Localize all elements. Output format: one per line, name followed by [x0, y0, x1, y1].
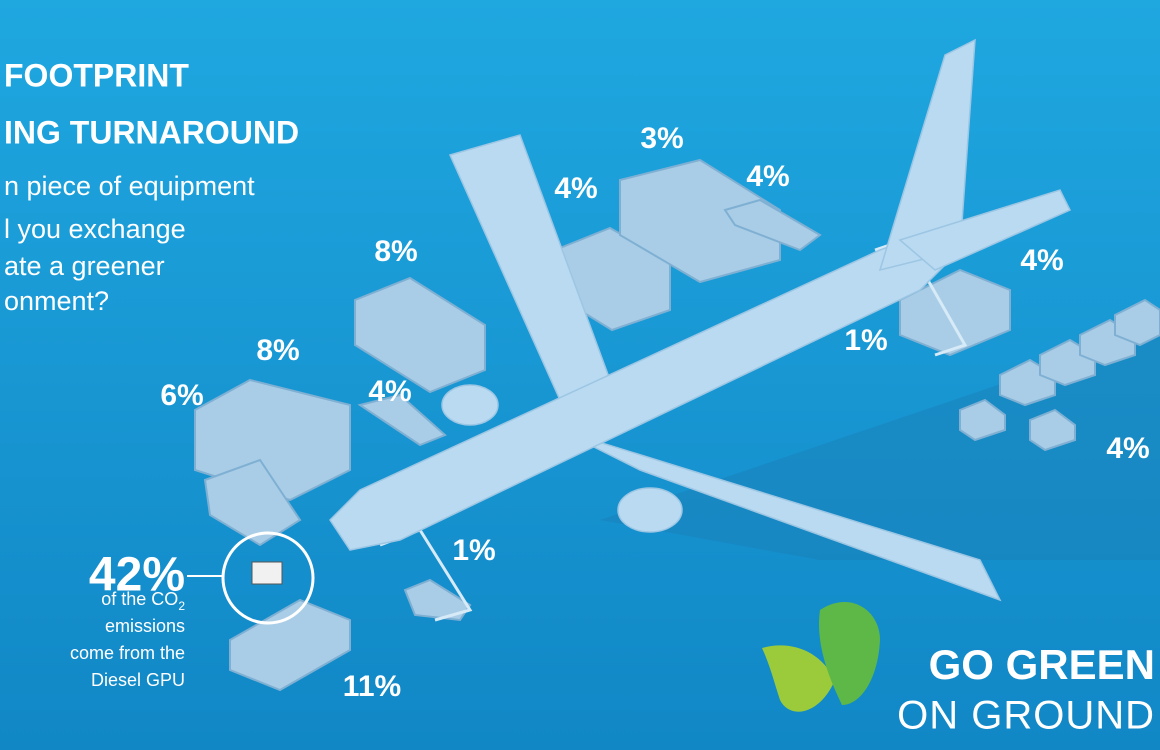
- percent-label: 11%: [343, 670, 401, 703]
- subtitle-line: ate a greener: [4, 251, 165, 281]
- subtitle-line: l you exchange: [4, 214, 186, 244]
- caption-subscript: 2: [178, 599, 185, 613]
- percent-label: 3%: [640, 122, 683, 155]
- subtitle: n piece of equipment l you exchange ate a …: [4, 171, 255, 316]
- percent-label: 8%: [256, 334, 299, 367]
- percent-label: 4%: [746, 160, 789, 193]
- gpu-icon: [251, 561, 283, 585]
- percent-label: 8%: [374, 235, 417, 268]
- callout-caption: of the CO2: [101, 589, 185, 613]
- caption-line: Diesel GPU: [91, 670, 185, 690]
- caption-line: emissions: [105, 616, 185, 636]
- percent-label: 4%: [1106, 432, 1149, 465]
- percent-label: 4%: [554, 172, 597, 205]
- airplane: [329, 38, 1072, 602]
- percent-label: 1%: [452, 534, 495, 567]
- percent-label: 4%: [1020, 244, 1063, 277]
- caption-line: come from the: [70, 643, 185, 663]
- equipment: [194, 158, 1160, 692]
- callout-circle: [221, 531, 315, 625]
- callout-caption-lines: emissions come from the Diesel GPU: [70, 616, 185, 690]
- percent-label: 1%: [844, 324, 887, 357]
- logo-line1: GO GREEN: [929, 641, 1155, 688]
- logo-butterfly: [762, 601, 880, 712]
- callout-value: 42%: [89, 549, 185, 602]
- percent-label: 6%: [160, 379, 203, 412]
- subtitle-line: n piece of equipment: [4, 171, 255, 201]
- title-line: FOOTPRINT: [4, 57, 189, 93]
- percent-label: 4%: [368, 375, 411, 408]
- caption-text: of the CO: [101, 589, 178, 609]
- percent-labels: 3% 4% 4% 8% 4% 8% 1% 4% 6% 4% 1% 11%: [160, 122, 1149, 703]
- subtitle-line: onment?: [4, 286, 109, 316]
- title-line: ING TURNAROUND: [4, 114, 299, 150]
- logo-line2: ON GROUND: [897, 694, 1155, 738]
